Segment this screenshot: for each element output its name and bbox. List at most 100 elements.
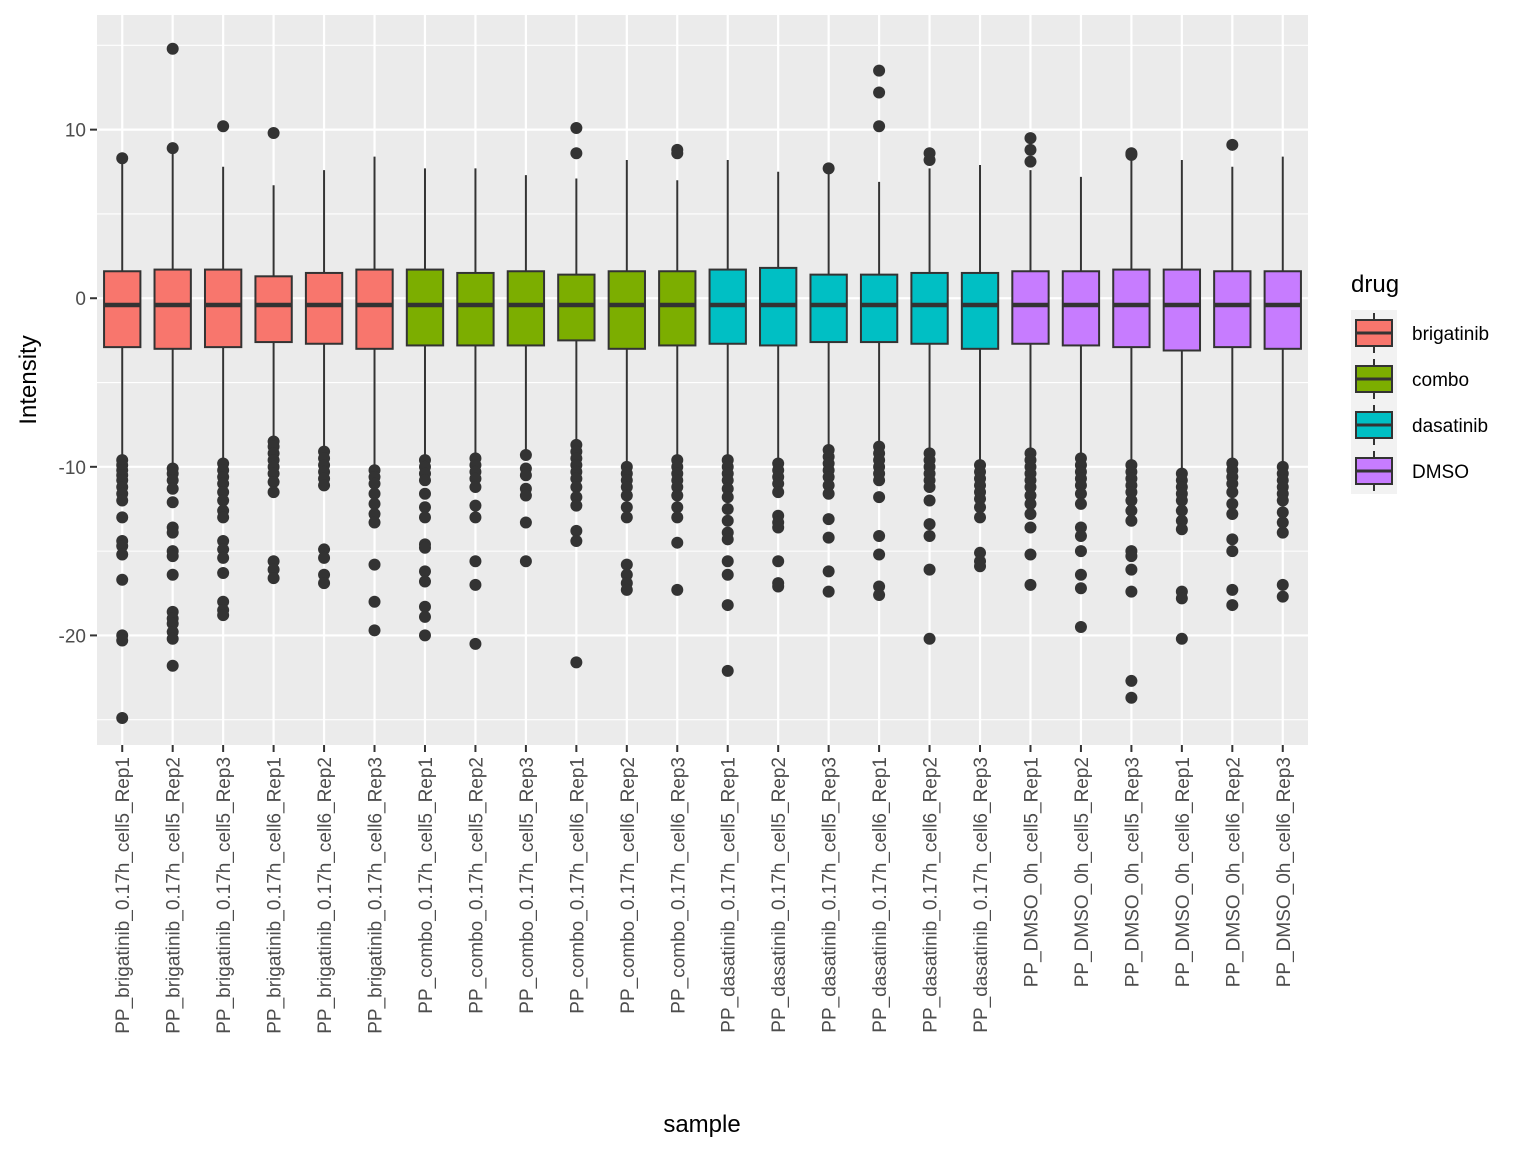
outlier-point [1125,148,1138,161]
outlier-point [1125,563,1138,576]
box-17 [910,147,949,645]
outlier-point [217,609,230,622]
outlier-point [721,502,734,515]
box-23 [1213,138,1252,612]
outlier-point [418,541,431,554]
outlier-point [974,501,987,514]
outlier-point [873,588,886,601]
outlier-point [519,555,532,568]
outlier-point [166,142,179,155]
legend-title: drug [1351,271,1399,298]
box-iqr [960,271,1000,350]
outlier-point [166,474,179,487]
outlier-point [1276,494,1289,507]
outlier-point [570,524,583,537]
outlier-point [620,511,633,524]
box-iqr [203,268,243,349]
outlier-point [318,568,331,581]
outlier-point [721,491,734,504]
legend-entry-DMSO: DMSO [1351,448,1469,494]
box-iqr [405,268,445,347]
outlier-point [620,558,633,571]
outlier-point [418,487,431,500]
legend-label: dasatinib [1412,416,1488,437]
outlier-point [1276,578,1289,591]
box-iqr [1011,270,1050,345]
x-tick-label: PP_combo_0.17h_cell6_Rep2 [618,757,639,1014]
box-iqr [254,275,293,344]
legend-entry-dasatinib: dasatinib [1351,402,1488,448]
outlier-point [418,511,431,524]
outlier-point [822,470,835,483]
outlier-point [974,511,987,524]
x-tick-label: PP_dasatinib_0.17h_cell6_Rep2 [921,757,942,1033]
outlier-point [217,543,230,556]
outlier-point [923,481,936,494]
y-tick-label: -20 [59,626,86,647]
outlier-point [772,477,785,490]
outlier-point [873,86,886,99]
outlier-point [620,583,633,596]
outlier-point [1226,138,1239,151]
outlier-point [217,486,230,499]
outlier-point [418,501,431,514]
outlier-point [822,487,835,500]
legend-label: DMSO [1412,462,1469,483]
box-2 [153,42,192,672]
outlier-point [570,147,583,160]
outlier-point [772,486,785,499]
outlier-point [217,567,230,580]
box-iqr [658,270,697,347]
box-9 [506,175,546,568]
outlier-point [570,491,583,504]
outlier-point [1074,620,1087,633]
outlier-point [721,555,734,568]
x-tick-label: PP_brigatinib_0.17h_cell6_Rep2 [315,757,336,1034]
outlier-point [318,479,331,492]
outlier-point [1024,508,1037,521]
outlier-point [570,121,583,134]
box-6 [355,156,394,637]
outlier-point [217,551,230,564]
outlier-point [822,565,835,578]
outlier-point [1074,521,1087,534]
outlier-point [873,548,886,561]
outlier-point [116,540,129,553]
outlier-point [772,580,785,593]
outlier-point [1125,514,1138,527]
outlier-point [267,563,280,576]
box-iqr [910,271,949,345]
x-tick-label: PP_DMSO_0h_cell5_Rep2 [1072,757,1093,987]
outlier-point [1125,550,1138,563]
outlier-point [166,550,179,563]
outlier-point [1175,504,1188,517]
x-tick-label: PP_dasatinib_0.17h_cell5_Rep3 [820,757,841,1033]
outlier-point [772,521,785,534]
outlier-point [267,486,280,499]
x-tick-label: PP_dasatinib_0.17h_cell5_Rep2 [769,757,790,1033]
outlier-point [166,617,179,630]
outlier-point [873,474,886,487]
box-19 [1011,132,1050,591]
outlier-point [570,472,583,485]
box-iqr [607,270,646,350]
outlier-point [1074,568,1087,581]
outlier-point [116,712,129,725]
box-24 [1263,156,1302,603]
outlier-point [267,127,280,140]
box-series [103,42,1302,725]
x-tick-label: PP_dasatinib_0.17h_cell6_Rep3 [971,757,992,1033]
box-16 [859,64,899,601]
outlier-point [923,518,936,531]
outlier-point [923,153,936,166]
plot-panel [97,15,1308,745]
outlier-point [1125,585,1138,598]
outlier-point [1175,632,1188,645]
box-22 [1162,159,1202,645]
box-iqr [103,270,142,349]
outlier-point [217,511,230,524]
outlier-point [822,479,835,492]
y-axis-title: Intensity [15,335,42,424]
outlier-point [1226,545,1239,558]
outlier-point [469,578,482,591]
